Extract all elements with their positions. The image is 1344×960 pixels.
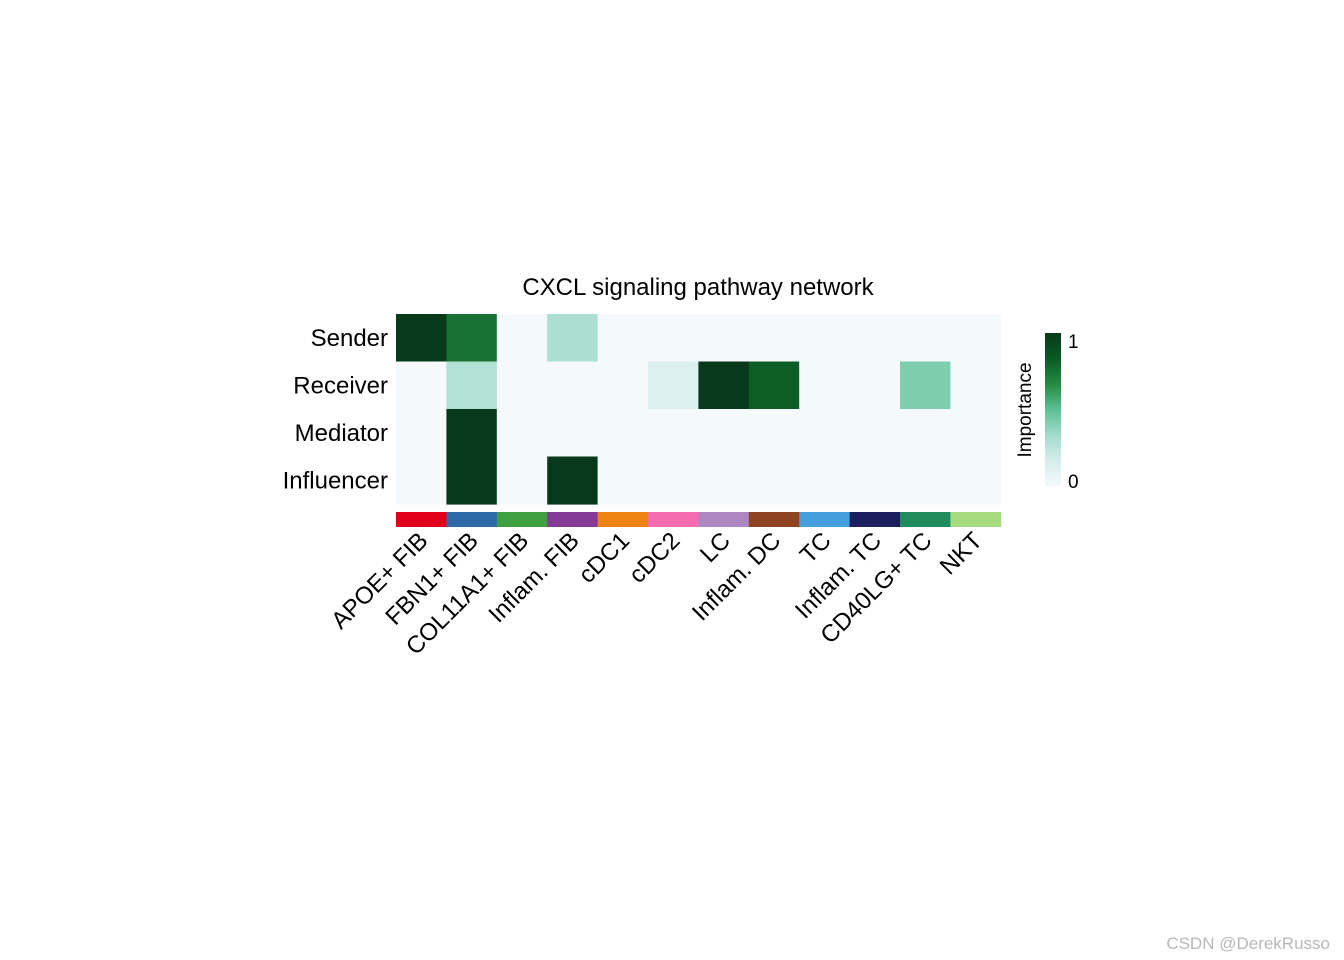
row-labels: Sender Receiver Mediator Influencer [283, 325, 388, 495]
heatmap-cell [748, 456, 800, 505]
heatmap-cell [547, 409, 599, 458]
heatmap-cell [698, 361, 750, 410]
heatmap-cell [496, 314, 548, 363]
legend-max-label: 1 [1068, 332, 1079, 353]
importance-legend: 1 0 Importance [1015, 332, 1079, 493]
heatmap-cells [396, 314, 1002, 505]
heatmap-cell [597, 456, 649, 505]
heatmap-cell [900, 456, 951, 505]
column-color-bar [748, 512, 800, 527]
column-color-bar [547, 512, 598, 527]
row-label: Influencer [283, 467, 388, 494]
watermark: CSDN @DerekRusso [1166, 934, 1330, 953]
row-label: Mediator [295, 420, 388, 447]
chart-title: CXCL signaling pathway network [522, 274, 874, 301]
heatmap-cell [698, 409, 750, 458]
column-label: cDC1 [574, 527, 636, 589]
heatmap-cell [799, 456, 851, 505]
heatmap-cell [900, 409, 951, 458]
heatmap-cell [547, 361, 599, 410]
heatmap-cell [900, 361, 951, 410]
heatmap-cell [900, 314, 951, 363]
column-color-bar [597, 512, 649, 527]
heatmap-cell [597, 314, 649, 363]
column-label: cDC2 [624, 527, 686, 589]
row-label: Receiver [293, 372, 388, 399]
heatmap-cell [446, 361, 498, 410]
heatmap-cell [748, 361, 800, 410]
column-color-bar [496, 512, 548, 527]
heatmap-cell [496, 456, 548, 505]
heatmap-cell [799, 361, 851, 410]
column-color-bar [396, 512, 447, 527]
heatmap-cell [396, 456, 447, 505]
heatmap-cell [496, 361, 548, 410]
column-color-bar [950, 512, 1002, 527]
heatmap-cell [496, 409, 548, 458]
heatmap-cell [849, 361, 901, 410]
column-color-bar [849, 512, 901, 527]
heatmap-cell [396, 409, 447, 458]
column-color-bar [900, 512, 951, 527]
column-label: TC [795, 527, 837, 569]
heatmap-cell [698, 456, 750, 505]
row-label: Sender [311, 325, 388, 352]
heatmap-cell [849, 314, 901, 363]
heatmap-cell [849, 456, 901, 505]
column-color-bar [799, 512, 850, 527]
column-color-bar [698, 512, 750, 527]
heatmap-cell [446, 409, 498, 458]
heatmap-cell [648, 361, 699, 410]
heatmap-cell [597, 409, 649, 458]
heatmap-cell [648, 456, 699, 505]
heatmap-cell [547, 314, 599, 363]
heatmap-cell [799, 314, 851, 363]
heatmap-cell [396, 314, 447, 363]
heatmap-cell [446, 456, 498, 505]
column-color-bar [446, 512, 498, 527]
heatmap-cell [446, 314, 498, 363]
column-label: NKT [935, 527, 988, 580]
heatmap-cell [950, 361, 1002, 410]
heatmap-cell [950, 456, 1002, 505]
column-color-bar [648, 512, 699, 527]
heatmap-cell [396, 361, 447, 410]
heatmap-cell [698, 314, 750, 363]
heatmap-cell [648, 314, 699, 363]
heatmap-cell [748, 314, 800, 363]
heatmap-cell [547, 456, 599, 505]
heatmap-cell [748, 409, 800, 458]
heatmap-cell [950, 409, 1002, 458]
heatmap-cell [597, 361, 649, 410]
heatmap-cell [950, 314, 1002, 363]
heatmap-cell [799, 409, 851, 458]
legend-min-label: 0 [1068, 472, 1079, 493]
legend-colorbar [1045, 333, 1061, 486]
heatmap-cell [849, 409, 901, 458]
column-color-bars [396, 512, 1002, 527]
column-label: LC [695, 527, 736, 568]
legend-title: Importance [1015, 362, 1036, 457]
heatmap-cell [648, 409, 699, 458]
